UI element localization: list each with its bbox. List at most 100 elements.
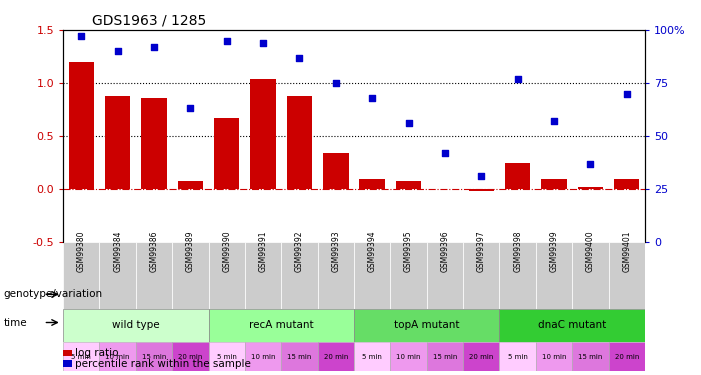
FancyBboxPatch shape: [63, 242, 100, 309]
Text: 10 min: 10 min: [251, 354, 275, 360]
Text: GSM99395: GSM99395: [404, 231, 413, 272]
Point: [403, 120, 414, 126]
Text: percentile rank within the sample: percentile rank within the sample: [75, 359, 251, 369]
Bar: [281, 342, 318, 371]
Text: 20 min: 20 min: [324, 354, 348, 360]
Text: GSM99397: GSM99397: [477, 231, 486, 272]
Text: GSM99398: GSM99398: [513, 231, 522, 272]
Bar: [468, 189, 494, 191]
Text: wild type: wild type: [112, 321, 160, 330]
Text: GSM99380: GSM99380: [77, 231, 86, 272]
Text: genotype/variation: genotype/variation: [4, 290, 102, 299]
Bar: [499, 342, 536, 371]
Text: GSM99391: GSM99391: [259, 231, 268, 272]
Text: 5 min: 5 min: [72, 354, 91, 360]
Text: 15 min: 15 min: [142, 354, 166, 360]
Text: topA mutant: topA mutant: [394, 321, 459, 330]
Bar: [505, 163, 531, 189]
Bar: [354, 342, 390, 371]
Point: [257, 40, 268, 46]
Text: 20 min: 20 min: [178, 354, 203, 360]
Text: GSM99389: GSM99389: [186, 231, 195, 272]
Bar: [172, 342, 209, 371]
Text: recA mutant: recA mutant: [249, 321, 313, 330]
Text: GSM99400: GSM99400: [586, 231, 595, 272]
Text: GSM99390: GSM99390: [222, 231, 231, 272]
Text: 20 min: 20 min: [469, 354, 494, 360]
Bar: [69, 62, 94, 189]
FancyBboxPatch shape: [245, 242, 281, 309]
FancyBboxPatch shape: [427, 242, 463, 309]
Point: [585, 160, 596, 166]
Point: [330, 80, 341, 86]
Bar: [354, 309, 499, 342]
Text: GSM99396: GSM99396: [440, 231, 449, 272]
FancyBboxPatch shape: [318, 242, 354, 309]
Point: [294, 55, 305, 61]
Text: GSM99394: GSM99394: [368, 231, 376, 272]
Bar: [287, 96, 312, 189]
Bar: [136, 342, 172, 371]
Bar: [63, 309, 209, 342]
FancyBboxPatch shape: [172, 242, 209, 309]
FancyBboxPatch shape: [100, 242, 136, 309]
Bar: [536, 342, 572, 371]
FancyBboxPatch shape: [608, 242, 645, 309]
Bar: [63, 342, 100, 371]
Bar: [390, 342, 427, 371]
Bar: [214, 118, 240, 189]
Bar: [614, 178, 639, 189]
Bar: [499, 309, 645, 342]
Bar: [209, 342, 245, 371]
Text: GSM99399: GSM99399: [550, 231, 559, 272]
FancyBboxPatch shape: [136, 242, 172, 309]
FancyBboxPatch shape: [536, 242, 572, 309]
FancyBboxPatch shape: [354, 242, 390, 309]
Point: [548, 118, 559, 124]
Point: [440, 150, 451, 156]
Bar: [427, 342, 463, 371]
Bar: [608, 342, 645, 371]
Point: [185, 105, 196, 111]
Text: 15 min: 15 min: [578, 354, 603, 360]
Text: 10 min: 10 min: [105, 354, 130, 360]
Text: time: time: [4, 318, 27, 327]
FancyBboxPatch shape: [572, 242, 608, 309]
Point: [367, 95, 378, 101]
Bar: [245, 342, 281, 371]
Text: 20 min: 20 min: [615, 354, 639, 360]
Bar: [541, 178, 566, 189]
Text: 5 min: 5 min: [508, 354, 528, 360]
Point: [476, 173, 487, 179]
Bar: [396, 181, 421, 189]
Point: [76, 33, 87, 39]
Text: GSM99392: GSM99392: [295, 231, 304, 272]
Bar: [463, 342, 499, 371]
Bar: [572, 342, 608, 371]
Point: [221, 38, 232, 44]
FancyBboxPatch shape: [281, 242, 318, 309]
Bar: [100, 342, 136, 371]
FancyBboxPatch shape: [209, 242, 245, 309]
Bar: [318, 342, 354, 371]
Text: 10 min: 10 min: [396, 354, 421, 360]
Bar: [177, 181, 203, 189]
Bar: [209, 309, 354, 342]
Point: [621, 91, 632, 97]
Bar: [578, 187, 603, 189]
Point: [149, 44, 160, 50]
Text: 5 min: 5 min: [362, 354, 382, 360]
Text: GSM99386: GSM99386: [149, 231, 158, 272]
Point: [112, 48, 123, 54]
Text: GSM99401: GSM99401: [622, 231, 631, 272]
Bar: [142, 98, 167, 189]
FancyBboxPatch shape: [499, 242, 536, 309]
Text: 15 min: 15 min: [287, 354, 312, 360]
Bar: [360, 178, 385, 189]
Text: dnaC mutant: dnaC mutant: [538, 321, 606, 330]
Bar: [250, 79, 275, 189]
Text: 5 min: 5 min: [217, 354, 237, 360]
Bar: [105, 96, 130, 189]
Text: GSM99384: GSM99384: [113, 231, 122, 272]
FancyBboxPatch shape: [463, 242, 499, 309]
